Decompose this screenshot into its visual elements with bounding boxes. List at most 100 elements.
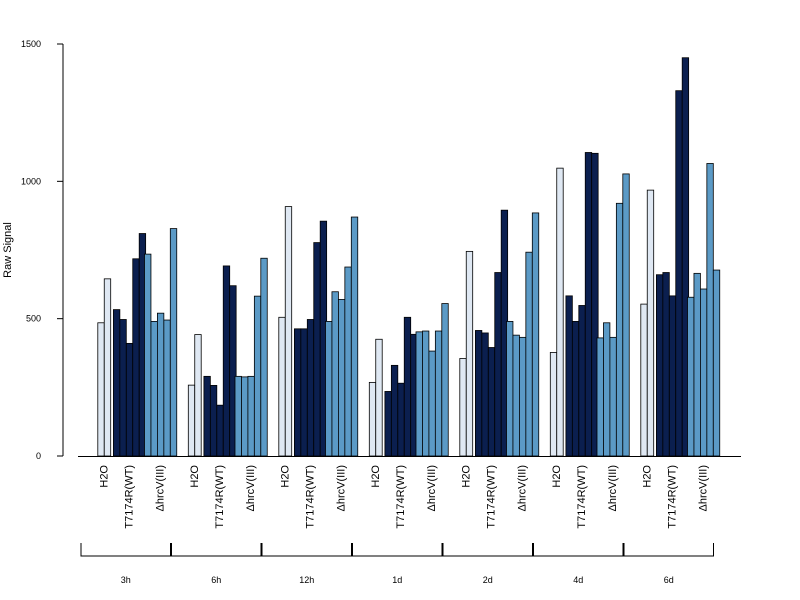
bar <box>603 322 611 457</box>
bar <box>609 336 617 457</box>
bar <box>253 295 262 457</box>
bar <box>247 375 255 457</box>
treatment-label: H2O <box>98 465 110 488</box>
timepoint-bracket <box>442 543 533 557</box>
bar <box>675 90 683 457</box>
treatment-label: H2O <box>641 465 653 488</box>
bar <box>549 352 558 457</box>
y-axis: 0 500 1000 1500 Raw Signal <box>2 39 64 461</box>
bar <box>668 295 677 457</box>
bar <box>622 173 630 457</box>
bar <box>681 57 690 457</box>
treatment-label: T7174R(WT) <box>395 465 407 529</box>
bar <box>209 385 218 457</box>
bar <box>615 202 624 457</box>
bar <box>415 331 423 457</box>
treatment-label: H2O <box>551 465 563 488</box>
bar <box>571 321 580 457</box>
treatment-label: ΔhrcV(III) <box>155 465 167 511</box>
treatment-label: T7174R(WT) <box>576 465 588 529</box>
timepoint-bracket <box>533 543 624 557</box>
y-tick-label: 0 <box>36 451 41 461</box>
bar <box>687 296 695 457</box>
treatment-label: H2O <box>370 465 382 488</box>
bar <box>375 338 383 457</box>
bar <box>113 309 121 457</box>
bar <box>103 278 112 457</box>
bar <box>556 167 564 457</box>
bar <box>229 285 237 457</box>
bar <box>646 189 655 457</box>
timepoint-bracket <box>80 543 171 557</box>
bar <box>706 163 714 457</box>
bar <box>293 328 302 457</box>
bar <box>344 266 352 457</box>
treatment-labels: H2O T7174R(WT) ΔhrcV(III) H2O T7174R(WT) Δhrc… <box>98 465 709 529</box>
bar <box>519 336 527 457</box>
bar <box>700 288 708 457</box>
bars <box>97 57 721 457</box>
bar <box>278 316 286 457</box>
bar <box>156 312 165 457</box>
timepoint-label: 3h <box>121 575 131 585</box>
bar <box>578 305 586 457</box>
bar <box>465 250 474 457</box>
timepoint-label: 1d <box>392 575 402 585</box>
bar <box>640 303 648 457</box>
bar <box>216 404 224 457</box>
timepoint-label: 4d <box>573 575 583 585</box>
timepoint-bracket <box>352 543 443 557</box>
treatment-label: T7174R(WT) <box>486 465 498 529</box>
bar <box>531 212 540 457</box>
y-tick-label: 1000 <box>21 176 41 186</box>
treatment-label: H2O <box>279 465 291 488</box>
bar <box>565 295 573 457</box>
bar <box>481 332 489 457</box>
bar <box>428 350 436 457</box>
treatment-label: ΔhrcV(III) <box>336 465 348 511</box>
bar <box>584 152 593 457</box>
treatment-label: H2O <box>189 465 201 488</box>
bar <box>222 265 231 457</box>
bar <box>434 330 443 457</box>
bar <box>596 337 604 457</box>
bar <box>169 228 178 457</box>
bar <box>144 253 152 457</box>
timepoint-label: 6h <box>211 575 221 585</box>
bar <box>506 321 514 457</box>
bar <box>441 303 449 457</box>
treatment-label: ΔhrcV(III) <box>607 465 619 511</box>
bar <box>368 381 377 457</box>
bar <box>591 152 599 457</box>
bar <box>194 334 202 457</box>
bar <box>97 322 105 457</box>
treatment-label: T7174R(WT) <box>124 465 136 529</box>
bar <box>260 257 268 457</box>
timepoint-label: 6d <box>664 575 674 585</box>
timepoint-bracket <box>171 543 262 557</box>
bar <box>459 358 467 457</box>
bar <box>300 328 308 457</box>
bar <box>306 319 315 457</box>
bar <box>512 334 520 457</box>
bar <box>337 299 346 457</box>
bar <box>422 330 430 457</box>
timepoint-bracket <box>261 543 352 557</box>
treatment-label: T7174R(WT) <box>667 465 679 529</box>
treatment-label: ΔhrcV(III) <box>426 465 438 511</box>
bar <box>487 347 496 457</box>
bar <box>150 321 158 457</box>
bar <box>241 376 249 457</box>
bar <box>132 258 140 457</box>
bar <box>712 269 721 457</box>
bar <box>325 321 333 457</box>
timepoint-bracket <box>623 543 714 557</box>
bar <box>284 206 293 457</box>
bar <box>525 251 533 457</box>
y-tick-label: 1500 <box>21 39 41 49</box>
timepoint-brackets: 3h 6h 12h 1d 2d 4d 6d <box>80 543 714 585</box>
bar <box>494 272 502 457</box>
bar <box>350 216 359 457</box>
bar <box>474 330 483 457</box>
treatment-label: T7174R(WT) <box>305 465 317 529</box>
